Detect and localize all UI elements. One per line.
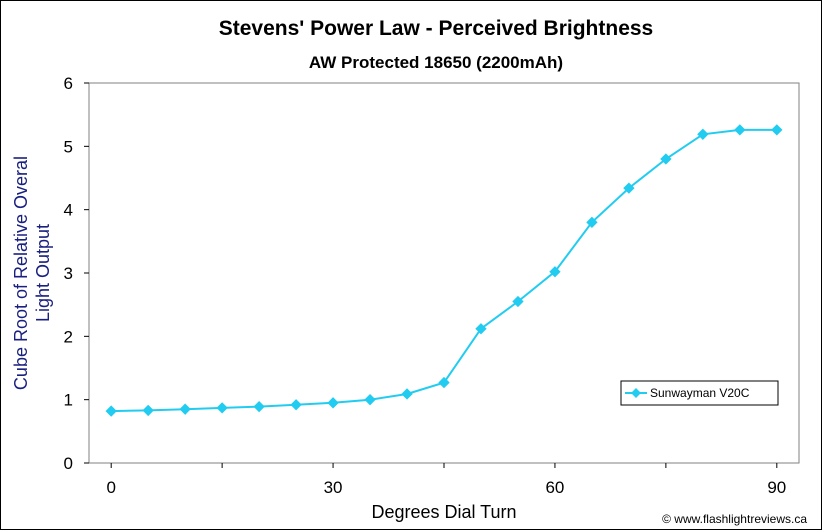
y-tick-label: 3	[64, 264, 73, 283]
data-point	[327, 397, 339, 409]
data-point	[438, 376, 450, 389]
data-point	[142, 404, 154, 417]
data-point	[216, 402, 228, 414]
x-tick-label: 90	[767, 478, 786, 497]
data-point	[660, 153, 672, 165]
legend-marker-swatch	[631, 388, 641, 398]
data-point	[179, 403, 191, 415]
data-point	[734, 124, 746, 136]
data-point	[290, 399, 302, 411]
chart-title: Stevens' Power Law - Perceived Brightnes…	[218, 17, 654, 40]
data-point	[771, 124, 783, 136]
chart-subtitle: AW Protected 18650 (2200mAh)	[308, 53, 564, 72]
data-point	[475, 323, 487, 335]
y-tick-label: 6	[64, 74, 73, 93]
data-point	[253, 400, 265, 413]
y-tick-label: 0	[64, 454, 73, 473]
y-axis: 0 1 2 3 4 5 6	[64, 74, 89, 473]
legend-entry-label: Sunwayman V20C	[650, 386, 750, 400]
data-point	[105, 405, 117, 417]
copyright-text: © www.flashlightreviews.ca	[662, 512, 807, 526]
y-axis-label-line-1: Cube Root of Relative Overal	[11, 156, 31, 390]
data-point	[512, 295, 524, 308]
data-point	[364, 394, 376, 406]
data-point	[586, 216, 598, 228]
y-tick-label: 2	[64, 327, 73, 346]
x-tick-label: 0	[106, 478, 115, 497]
x-axis: 0 30 60 90	[106, 463, 786, 497]
legend-box	[620, 380, 779, 406]
data-point	[697, 128, 709, 140]
legend: Sunwayman V20C	[620, 380, 779, 406]
plot-area	[88, 82, 800, 464]
x-tick-label: 60	[545, 478, 564, 497]
y-tick-label: 1	[64, 391, 73, 410]
y-axis-label-line-2: Light Output	[33, 224, 53, 322]
data-point	[623, 182, 635, 194]
x-axis-label: Degrees Dial Turn	[371, 502, 516, 522]
data-point	[549, 266, 561, 278]
data-point	[401, 388, 413, 400]
y-tick-label: 4	[64, 201, 73, 220]
x-tick-label: 30	[324, 478, 343, 497]
y-tick-label: 5	[64, 137, 73, 156]
series-group	[105, 124, 783, 417]
